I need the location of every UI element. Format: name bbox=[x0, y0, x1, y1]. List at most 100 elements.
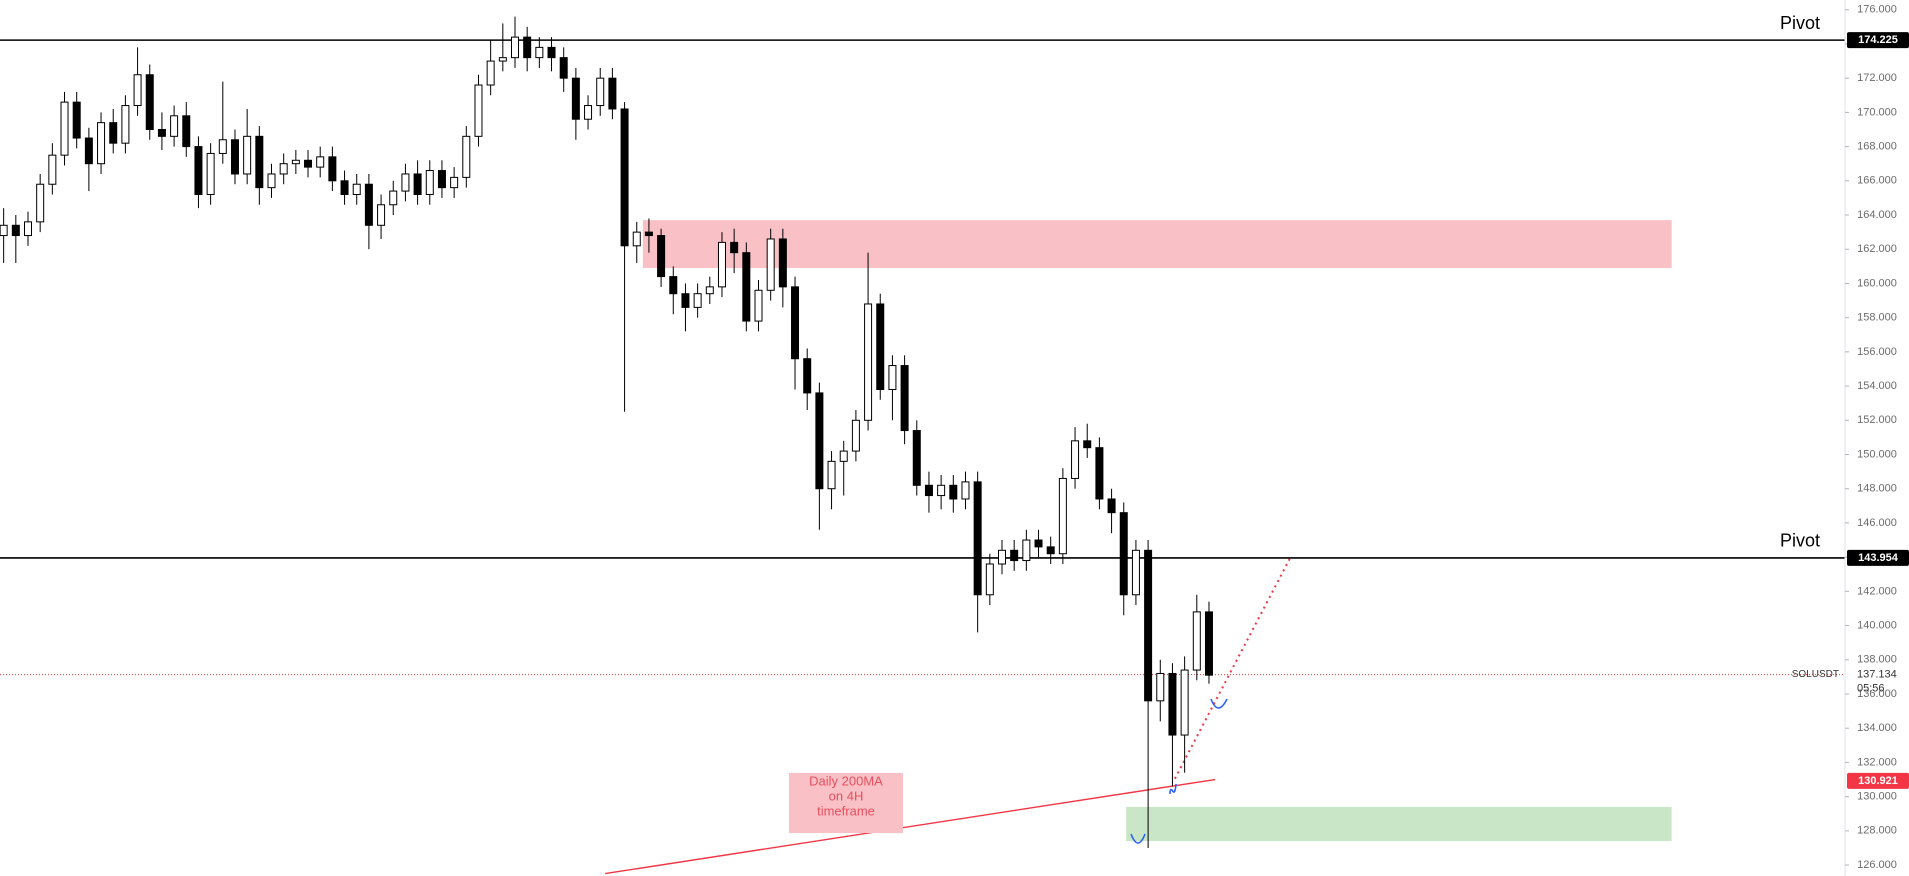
candle-body bbox=[11, 224, 20, 237]
candle-body bbox=[547, 46, 556, 59]
candle-body bbox=[681, 293, 690, 308]
candle-body bbox=[377, 204, 386, 226]
y-tick-label: 172.000 bbox=[1857, 72, 1897, 84]
candle-body bbox=[693, 293, 702, 308]
y-tick-label: 136.000 bbox=[1857, 688, 1897, 700]
candle-body bbox=[511, 36, 519, 59]
bounce-mark bbox=[1210, 698, 1228, 709]
candle-body bbox=[1034, 539, 1043, 548]
y-tick-label: 168.000 bbox=[1857, 141, 1897, 153]
candle-body bbox=[1131, 549, 1140, 596]
candle-body bbox=[523, 36, 532, 59]
annotation-text: Daily 200MA bbox=[809, 773, 883, 788]
zone bbox=[642, 220, 1672, 269]
candle-body bbox=[437, 170, 446, 189]
candle-body bbox=[1180, 669, 1189, 736]
candle-body bbox=[24, 221, 32, 237]
candle-body bbox=[949, 484, 958, 500]
y-tick-label: 150.000 bbox=[1857, 448, 1897, 460]
candle-body bbox=[364, 183, 373, 226]
candle-body bbox=[218, 139, 227, 154]
y-tick-label: 160.000 bbox=[1857, 277, 1897, 289]
last-price-label: 137.134 bbox=[1857, 668, 1897, 680]
candle-body bbox=[669, 276, 678, 295]
candle-body bbox=[961, 481, 970, 500]
candle-body bbox=[72, 101, 81, 139]
candle-body bbox=[535, 46, 544, 59]
y-tick-label: 170.000 bbox=[1857, 106, 1897, 118]
candle-body bbox=[985, 563, 994, 596]
candle-body bbox=[389, 190, 398, 206]
candle-body bbox=[1168, 672, 1177, 736]
candle-body bbox=[243, 135, 252, 175]
candle-body bbox=[60, 101, 69, 156]
candle-body bbox=[973, 481, 982, 596]
candle-body bbox=[596, 77, 605, 107]
candle-body bbox=[84, 137, 93, 165]
symbol-label: SOLUSDT bbox=[1792, 669, 1839, 680]
candle-body bbox=[571, 77, 580, 120]
candle-body bbox=[194, 146, 203, 195]
candle-body bbox=[170, 115, 179, 137]
candle-body bbox=[1071, 440, 1080, 479]
candle-body bbox=[352, 183, 361, 195]
candle-body bbox=[864, 303, 873, 421]
candle-body bbox=[340, 180, 349, 195]
candle-body bbox=[1022, 539, 1031, 562]
pivot-tag bbox=[1847, 549, 1909, 566]
candle-body bbox=[206, 152, 215, 195]
y-tick-label: 176.000 bbox=[1857, 4, 1897, 16]
candle-body bbox=[1204, 611, 1213, 676]
candle-body bbox=[255, 135, 264, 189]
candle-body bbox=[912, 430, 921, 486]
candle-body bbox=[328, 156, 337, 182]
candles bbox=[0, 16, 1213, 848]
candle-body bbox=[474, 84, 483, 137]
candle-body bbox=[109, 122, 118, 144]
pivot-label: Pivot bbox=[1780, 531, 1820, 551]
candle-body bbox=[1046, 546, 1055, 555]
candle-body bbox=[1144, 549, 1153, 702]
y-tick-label: 134.000 bbox=[1857, 722, 1897, 734]
candle-body bbox=[1095, 447, 1104, 500]
candle-body bbox=[705, 286, 714, 295]
y-tick-label: 146.000 bbox=[1857, 517, 1897, 529]
candle-body bbox=[36, 183, 45, 223]
trendline bbox=[1173, 556, 1292, 780]
candle-body bbox=[717, 241, 726, 288]
pivot-label: Pivot bbox=[1780, 13, 1820, 33]
candle-body bbox=[839, 450, 848, 462]
bounce-mark bbox=[1169, 783, 1177, 795]
candle-body bbox=[182, 115, 191, 148]
y-tick-label: 152.000 bbox=[1857, 414, 1897, 426]
candle-body bbox=[279, 163, 288, 175]
candle-body bbox=[730, 241, 739, 254]
candle-body bbox=[157, 128, 166, 137]
ma-line bbox=[604, 778, 1216, 875]
candle-body bbox=[1010, 549, 1019, 562]
candle-body bbox=[632, 231, 641, 247]
y-tick-label: 154.000 bbox=[1857, 380, 1897, 392]
candle-body bbox=[644, 231, 653, 237]
y-tick-label: 158.000 bbox=[1857, 312, 1897, 324]
zone bbox=[1126, 806, 1672, 842]
y-tick-label: 140.000 bbox=[1857, 619, 1897, 631]
candle-body bbox=[486, 60, 495, 86]
y-tick-label: 164.000 bbox=[1857, 209, 1897, 221]
candle-body bbox=[413, 173, 422, 195]
candle-body bbox=[742, 252, 751, 322]
candle-body bbox=[450, 176, 459, 189]
candle-body bbox=[291, 159, 300, 165]
candle-body bbox=[267, 173, 276, 189]
candle-body bbox=[1119, 512, 1128, 596]
candle-body bbox=[608, 77, 617, 110]
ma-tag-label: 130.921 bbox=[1858, 775, 1898, 787]
y-tick-label: 130.000 bbox=[1857, 791, 1897, 803]
candle-body bbox=[851, 419, 860, 452]
candle-body bbox=[827, 460, 836, 490]
price-axis: 126.000 128.000 130.000 132.000 134.000 136.0… bbox=[1792, 4, 1909, 871]
candle-body bbox=[900, 365, 909, 432]
candle-body bbox=[401, 173, 410, 192]
